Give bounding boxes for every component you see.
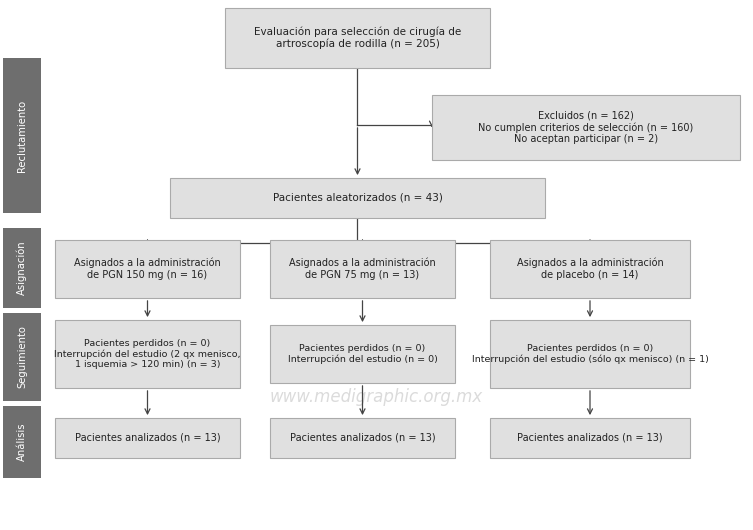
Text: Pacientes perdidos (n = 0)
Interrupción del estudio (2 qx menisco,
1 isquemia > : Pacientes perdidos (n = 0) Interrupción …	[54, 339, 241, 369]
FancyBboxPatch shape	[55, 418, 240, 458]
Text: Pacientes perdidos (n = 0)
Interrupción del estudio (n = 0): Pacientes perdidos (n = 0) Interrupción …	[288, 344, 437, 364]
FancyBboxPatch shape	[270, 325, 455, 383]
FancyBboxPatch shape	[3, 313, 41, 401]
FancyBboxPatch shape	[270, 240, 455, 298]
Text: www.medigraphic.org.mx: www.medigraphic.org.mx	[270, 388, 483, 407]
Text: Pacientes analizados (n = 13): Pacientes analizados (n = 13)	[290, 433, 435, 443]
Text: Pacientes aleatorizados (n = 43): Pacientes aleatorizados (n = 43)	[273, 193, 443, 203]
FancyBboxPatch shape	[170, 178, 545, 218]
Text: Asignados a la administración
de PGN 150 mg (n = 16): Asignados a la administración de PGN 150…	[74, 258, 221, 280]
Text: Asignados a la administración
de PGN 75 mg (n = 13): Asignados a la administración de PGN 75 …	[289, 258, 436, 280]
Text: Reclutamiento: Reclutamiento	[17, 100, 27, 172]
Text: Asignados a la administración
de placebo (n = 14): Asignados a la administración de placebo…	[517, 258, 663, 280]
FancyBboxPatch shape	[3, 228, 41, 308]
FancyBboxPatch shape	[55, 320, 240, 388]
Text: Análisis: Análisis	[17, 423, 27, 461]
Text: Pacientes perdidos (n = 0)
Interrupción del estudio (sólo qx menisco) (n = 1): Pacientes perdidos (n = 0) Interrupción …	[471, 344, 709, 364]
Text: Seguimiento: Seguimiento	[17, 325, 27, 388]
FancyBboxPatch shape	[270, 418, 455, 458]
Text: Excluidos (n = 162)
No cumplen criterios de selección (n = 160)
No aceptan parti: Excluidos (n = 162) No cumplen criterios…	[478, 111, 694, 144]
Text: Pacientes analizados (n = 13): Pacientes analizados (n = 13)	[75, 433, 221, 443]
FancyBboxPatch shape	[225, 8, 490, 68]
Text: Pacientes analizados (n = 13): Pacientes analizados (n = 13)	[517, 433, 663, 443]
FancyBboxPatch shape	[432, 95, 740, 160]
FancyBboxPatch shape	[55, 240, 240, 298]
FancyBboxPatch shape	[3, 406, 41, 478]
FancyBboxPatch shape	[490, 418, 690, 458]
FancyBboxPatch shape	[3, 58, 41, 213]
Text: Asignación: Asignación	[17, 241, 27, 295]
FancyBboxPatch shape	[490, 320, 690, 388]
Text: Evaluación para selección de cirugía de
artroscopía de rodilla (n = 205): Evaluación para selección de cirugía de …	[254, 26, 461, 49]
FancyBboxPatch shape	[490, 240, 690, 298]
